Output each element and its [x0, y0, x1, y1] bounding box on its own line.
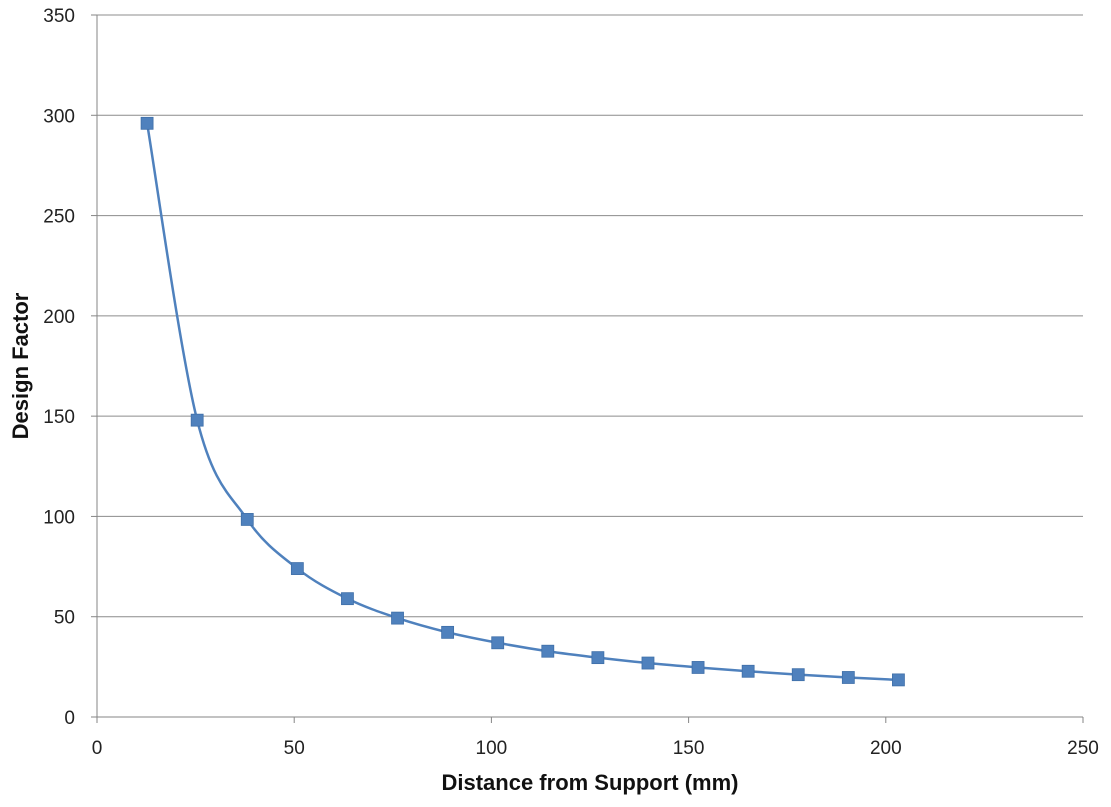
y-tick-label-300: 300 — [43, 106, 75, 127]
x-tick-label-200: 200 — [870, 738, 902, 759]
data-point-5 — [391, 611, 404, 625]
axes — [91, 14, 1084, 723]
x-tick-label-100: 100 — [476, 738, 508, 759]
x-tick-label-0: 0 — [92, 738, 103, 759]
x-tick-label-250: 250 — [1067, 738, 1099, 759]
x-axis-title: Distance from Support (mm) — [441, 770, 738, 795]
data-point-11 — [691, 661, 705, 674]
y-tick-label-0: 0 — [64, 708, 75, 729]
data-point-0 — [140, 116, 154, 130]
x-tick-label-50: 50 — [284, 738, 305, 759]
data-point-8 — [541, 644, 555, 658]
x-tick-label-150: 150 — [673, 738, 705, 759]
data-point-10 — [641, 656, 655, 670]
data-point-14 — [841, 671, 855, 684]
data-point-12 — [741, 664, 755, 678]
data-point-1 — [190, 413, 204, 427]
y-tick-label-50: 50 — [54, 608, 75, 629]
data-point-4 — [341, 592, 354, 606]
data-point-13 — [791, 668, 805, 682]
tick-labels: 0 50 100 150 200 250 300 350 0 50 100 150 200 250 — [43, 6, 1099, 759]
y-axis-title: Design Factor — [8, 292, 33, 439]
data-point-7 — [491, 636, 505, 650]
y-tick-label-250: 250 — [43, 207, 75, 228]
data-point-6 — [441, 625, 455, 639]
y-tick-label-200: 200 — [43, 307, 75, 328]
y-tick-label-100: 100 — [43, 507, 75, 528]
data-point-3 — [290, 562, 304, 575]
data-point-9 — [591, 651, 605, 665]
y-tick-label-350: 350 — [43, 6, 75, 27]
gridlines — [97, 14, 1083, 618]
series — [140, 116, 905, 687]
y-tick-label-150: 150 — [43, 407, 75, 428]
series-line-0 — [145, 123, 899, 682]
data-point-2 — [240, 513, 254, 526]
data-point-15 — [892, 673, 905, 687]
